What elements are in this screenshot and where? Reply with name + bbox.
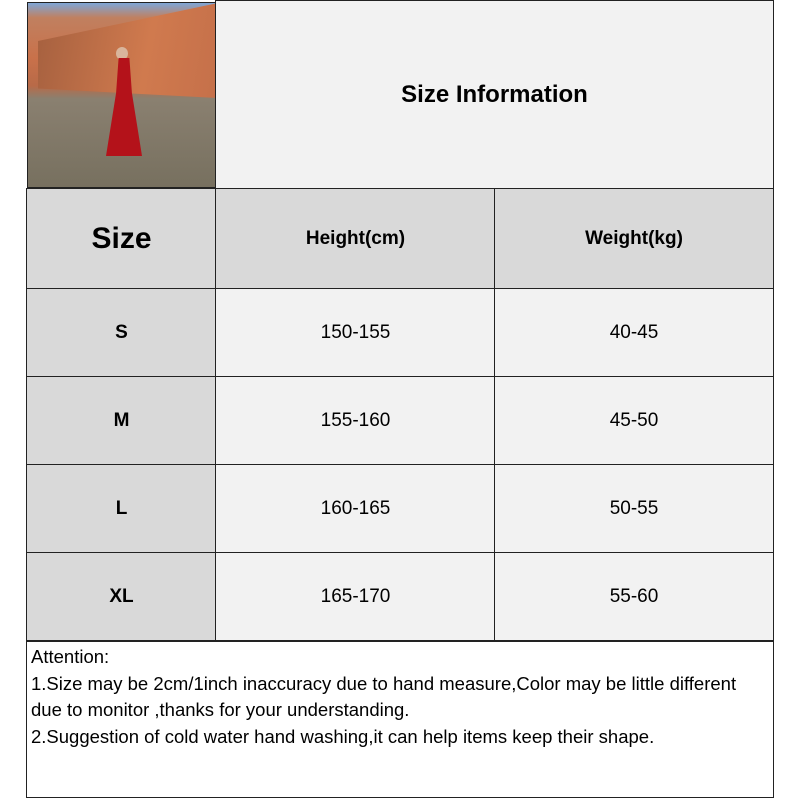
notes-line-1: 1.Size may be 2cm/1inch inaccuracy due t… [31,672,737,721]
cell-height: 150-155 [215,288,496,378]
cell-size: S [26,288,217,378]
cell-size: XL [26,552,217,642]
model-head [116,47,128,60]
cell-size: L [26,464,217,554]
header-height: Height(cm) [215,188,496,290]
cell-height: 160-165 [215,464,496,554]
header-weight: Weight(kg) [494,188,774,290]
notes-line-2: 2.Suggestion of cold water hand washing,… [31,725,655,747]
notes-heading: Attention: [31,646,110,667]
cell-height: 165-170 [215,552,496,642]
product-photo [27,2,216,188]
cell-weight: 40-45 [494,288,774,378]
cell-weight: 50-55 [494,464,774,554]
cell-height: 155-160 [215,376,496,466]
title-cell: Size Information [215,0,774,190]
cell-size: M [26,376,217,466]
header-size: Size [26,188,217,290]
cell-weight: 55-60 [494,552,774,642]
attention-notes: Attention: 1.Size may be 2cm/1inch inacc… [26,640,774,798]
cell-weight: 45-50 [494,376,774,466]
